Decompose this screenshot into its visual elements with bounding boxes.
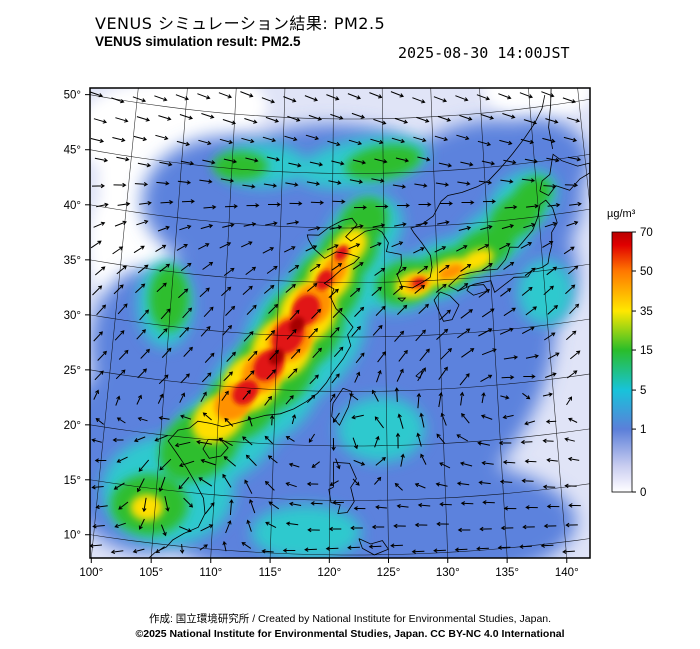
colorbar-level-label: 1 (640, 424, 646, 436)
lat-tick-label: 40° (64, 200, 81, 212)
colorbar-level-label: 0 (640, 487, 646, 499)
axis-ticks: 100° 105° 110° 115° 120° 125° 130° 135° 140° 50° 4… (64, 90, 579, 579)
credit-line: 作成: 国立環境研究所 / Created by National Instit… (148, 613, 552, 625)
colorbar-level-label: 35 (640, 306, 653, 318)
lon-tick-label: 125° (377, 567, 401, 579)
lat-tick-label: 35° (64, 255, 81, 267)
plot-frame (89, 87, 591, 559)
lon-tick-label: 135° (495, 567, 519, 579)
colorbar-bar (611, 231, 633, 493)
colorbar: µg/m³ 70 50 35 15 5 1 0 (607, 208, 653, 499)
lat-tick-label: 20° (64, 420, 81, 432)
lat-tick-label: 30° (64, 310, 81, 322)
lon-tick-label: 140° (555, 567, 579, 579)
copyright-line: ©2025 National Institute for Environment… (135, 628, 565, 640)
lon-tick-label: 115° (259, 567, 282, 579)
colorbar-level-label: 50 (640, 266, 653, 278)
lat-tick-label: 25° (64, 365, 81, 377)
lon-tick-label: 110° (199, 567, 222, 579)
timestamp: 2025-08-30 14:00JST (398, 44, 570, 62)
lon-tick-label: 105° (139, 567, 163, 579)
coastlines (148, 88, 590, 558)
lon-tick-label: 130° (436, 567, 460, 579)
lat-tick-label: 15° (64, 475, 81, 487)
colorbar-unit-label: µg/m³ (607, 208, 636, 220)
pm25-field (90, 88, 590, 558)
graticule (90, 88, 590, 558)
lat-tick-label: 50° (64, 90, 81, 102)
title-english: VENUS simulation result: PM2.5 (95, 34, 301, 49)
lon-tick-label: 100° (79, 567, 103, 579)
lat-tick-label: 45° (64, 145, 81, 157)
wind-vectors (90, 91, 582, 555)
colorbar-level-label: 70 (640, 227, 653, 239)
title-japanese: VENUS シミュレーション結果: PM2.5 (95, 14, 386, 33)
colorbar-level-label: 15 (640, 345, 653, 357)
lat-tick-label: 10° (64, 530, 81, 542)
colorbar-level-label: 5 (640, 385, 646, 397)
lon-tick-label: 120° (317, 567, 341, 579)
